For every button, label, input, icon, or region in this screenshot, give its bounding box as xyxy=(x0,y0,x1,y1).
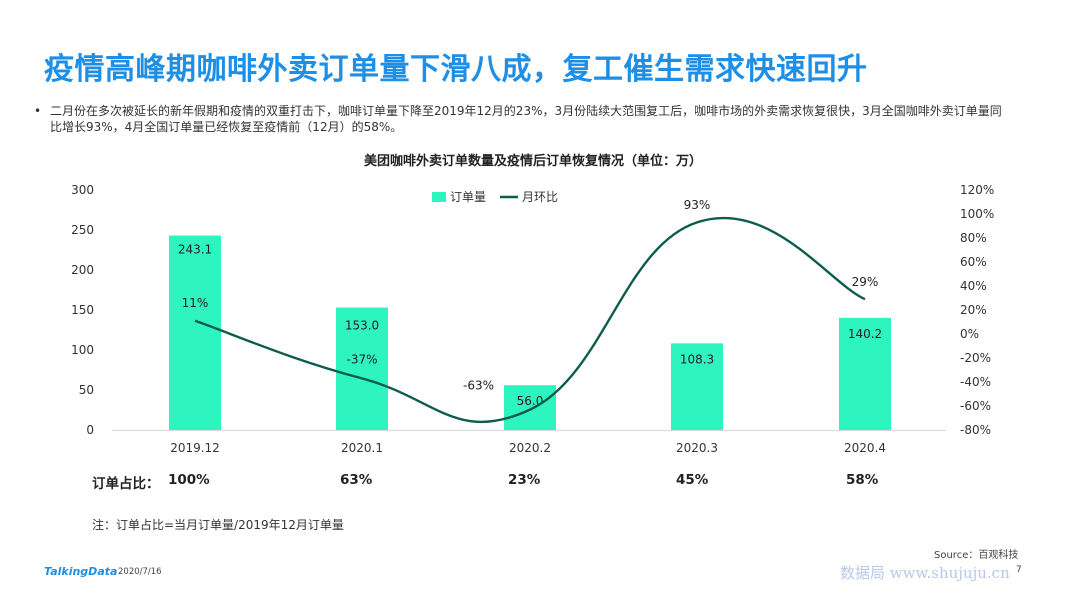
page-number: 7 xyxy=(1016,565,1022,575)
y-left-tick-label: 0 xyxy=(86,423,94,437)
legend-label-bar: 订单量 xyxy=(450,190,486,204)
ratio-value-4: 58% xyxy=(846,472,879,488)
y-right-tick-label: 100% xyxy=(960,207,994,221)
line-value-label: -63% xyxy=(463,379,494,393)
x-tick-label: 2020.2 xyxy=(509,441,551,455)
y-right-tick-label: -20% xyxy=(960,351,991,365)
y-left-tick-label: 50 xyxy=(79,383,94,397)
x-tick-label: 2020.1 xyxy=(341,441,383,455)
x-tick-label: 2019.12 xyxy=(170,441,220,455)
line-value-label: 11% xyxy=(182,296,209,310)
footnote: 注：订单占比=当月订单量/2019年12月订单量 xyxy=(92,518,344,532)
y-right-tick-label: 40% xyxy=(960,279,987,293)
source-text: Source：百观科技 xyxy=(934,550,1019,561)
bar-2020.4 xyxy=(839,317,891,430)
ratio-value-3: 45% xyxy=(676,472,709,488)
brand-logo: TalkingData xyxy=(44,565,118,578)
legend-swatch-bar xyxy=(432,192,446,202)
bar-2019.12 xyxy=(169,235,221,430)
bar-2020.3 xyxy=(671,343,723,430)
y-right-tick-label: 60% xyxy=(960,255,987,269)
line-series-月环比 xyxy=(194,216,866,424)
y-right-tick-label: 120% xyxy=(960,183,994,197)
x-tick-label: 2020.3 xyxy=(676,441,718,455)
ratio-value-1: 63% xyxy=(340,472,373,488)
line-value-label: 93% xyxy=(684,198,711,212)
ratio-label: 订单占比： xyxy=(92,476,160,492)
y-left-tick-label: 150 xyxy=(71,303,94,317)
y-right-tick-label: -40% xyxy=(960,375,991,389)
summary-bullet: • 二月份在多次被延长的新年假期和疫情的双重打击下，咖啡订单量下降至2019年1… xyxy=(34,103,1008,135)
bar-value-label: 153.0 xyxy=(345,319,379,333)
bar-value-label: 108.3 xyxy=(680,352,714,366)
y-right-tick-label: -60% xyxy=(960,399,991,413)
legend-label-line: 月环比 xyxy=(522,190,558,204)
y-left-tick-label: 250 xyxy=(71,223,94,237)
line-value-label: -37% xyxy=(346,352,377,366)
bar-value-label: 56.0 xyxy=(517,394,544,408)
y-left-tick-label: 200 xyxy=(71,263,94,277)
chart-title: 美团咖啡外卖订单数量及疫情后订单恢复情况（单位：万） xyxy=(363,154,702,169)
line-value-label: 29% xyxy=(852,275,879,289)
x-tick-label: 2020.4 xyxy=(844,441,886,455)
ratio-value-2: 23% xyxy=(508,472,541,488)
y-right-tick-label: -80% xyxy=(960,423,991,437)
report-date: 2020/7/16 xyxy=(118,567,162,577)
bar-2020.2 xyxy=(504,385,556,430)
summary-text: 二月份在多次被延长的新年假期和疫情的双重打击下，咖啡订单量下降至2019年12月… xyxy=(50,104,1002,134)
bar-value-label: 243.1 xyxy=(178,243,212,257)
y-right-tick-label: 80% xyxy=(960,231,987,245)
bar-2020.1 xyxy=(336,307,388,430)
y-right-tick-label: 0% xyxy=(960,327,979,341)
y-left-tick-label: 100 xyxy=(71,343,94,357)
ratio-value-0: 100% xyxy=(168,472,210,488)
y-left-tick-label: 300 xyxy=(71,183,94,197)
y-right-tick-label: 20% xyxy=(960,303,987,317)
watermark: 数据局 www.shujuju.cn xyxy=(840,564,1010,582)
bullet-marker: • xyxy=(34,104,42,118)
bar-value-label: 140.2 xyxy=(848,327,882,341)
page-title: 疫情高峰期咖啡外卖订单量下滑八成，复工催生需求快速回升 xyxy=(44,52,868,87)
